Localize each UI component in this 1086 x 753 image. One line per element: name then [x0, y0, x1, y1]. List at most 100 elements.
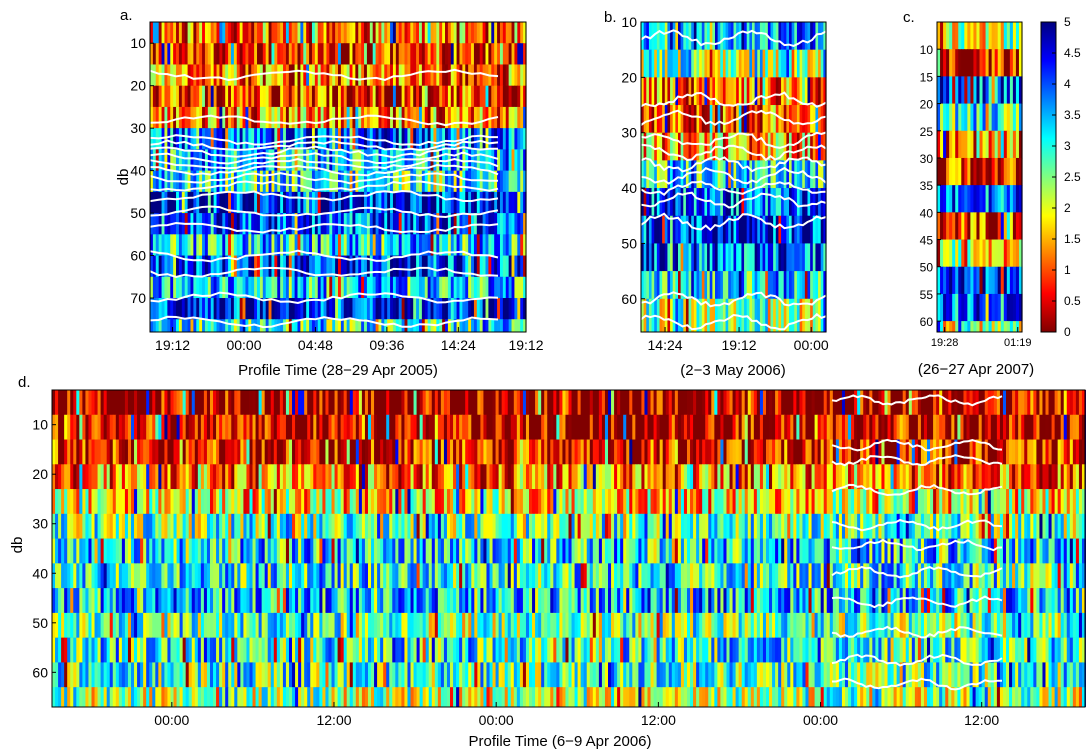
- heatmap-cell: [52, 489, 56, 515]
- heatmap-cell: [1009, 76, 1014, 104]
- heatmap-cell: [207, 234, 212, 256]
- heatmap-cell: [213, 85, 218, 108]
- heatmap-cell: [418, 85, 423, 108]
- heatmap-cell: [485, 106, 489, 129]
- heatmap-cell: [943, 49, 947, 77]
- heatmap-cell: [314, 128, 319, 150]
- heatmap-cell: [620, 489, 624, 515]
- heatmap-cell: [311, 213, 316, 235]
- heatmap-cell: [789, 243, 793, 272]
- heatmap-cell: [820, 390, 825, 416]
- heatmap-cell: [297, 106, 301, 129]
- heatmap-cell: [164, 128, 168, 150]
- heatmap-cell: [259, 64, 264, 86]
- heatmap-cell: [381, 234, 385, 256]
- heatmap-cell: [568, 439, 573, 465]
- heatmap-cell: [712, 77, 716, 106]
- heatmap-cell: [187, 276, 192, 299]
- heatmap-cell: [167, 390, 172, 416]
- heatmap-cell: [213, 439, 217, 465]
- heatmap-cell: [164, 489, 169, 515]
- heatmap-cell: [829, 414, 834, 440]
- heatmap-cell: [491, 22, 495, 44]
- heatmap-cell: [219, 489, 223, 515]
- heatmap-cell: [413, 255, 417, 278]
- heatmap-cell: [952, 212, 956, 240]
- heatmap-cell: [380, 464, 384, 490]
- heatmap-cell: [988, 103, 993, 132]
- heatmap-cell: [973, 212, 978, 240]
- heatmap-cell: [398, 43, 403, 65]
- heatmap-cell: [167, 439, 172, 465]
- heatmap-cell: [693, 439, 697, 465]
- heatmap-cell: [161, 390, 166, 416]
- heatmap-cell: [431, 390, 436, 416]
- heatmap-cell: [392, 414, 396, 440]
- heatmap-cell: [691, 160, 695, 189]
- heatmap-cell: [937, 76, 941, 104]
- heatmap-cell: [954, 464, 958, 490]
- heatmap-cell: [671, 464, 676, 490]
- heatmap-cell: [332, 22, 336, 44]
- heatmap-cell: [680, 489, 685, 515]
- heatmap-cell: [274, 43, 278, 65]
- heatmap-cell: [248, 149, 252, 171]
- heatmap-cell: [967, 157, 971, 186]
- heatmap-cell: [343, 43, 348, 65]
- heatmap-cell: [778, 160, 782, 189]
- heatmap-cell: [413, 439, 418, 465]
- heatmap-cell: [170, 106, 174, 129]
- heatmap-cell: [820, 243, 824, 272]
- heatmap-cell: [310, 489, 314, 515]
- heatmap-cell: [1066, 464, 1071, 490]
- heatmap-cell: [358, 128, 362, 150]
- heatmap-cell: [378, 255, 382, 278]
- heatmap-cell: [170, 255, 174, 278]
- heatmap-cell: [459, 213, 463, 235]
- y-tick-label: 35: [920, 179, 934, 193]
- heatmap-cell: [439, 276, 443, 299]
- heatmap-cell: [270, 439, 275, 465]
- heatmap-cell: [184, 22, 189, 44]
- heatmap-cell: [274, 276, 278, 299]
- heatmap-cell: [791, 243, 795, 272]
- heatmap-cell: [890, 390, 895, 416]
- contour-line: [149, 157, 499, 170]
- heatmap-cell: [708, 464, 712, 490]
- heatmap-cell: [124, 464, 129, 490]
- heatmap-cell: [957, 414, 962, 440]
- panel-a-heatmap: [150, 22, 527, 333]
- heatmap-cell: [453, 128, 458, 150]
- heatmap-cell: [442, 43, 446, 65]
- heatmap-cell: [257, 255, 261, 278]
- heatmap-cell: [717, 439, 722, 465]
- heatmap-cell: [390, 191, 394, 214]
- heatmap-cell: [1015, 293, 1020, 322]
- heatmap-cell: [285, 85, 290, 108]
- heatmap-cell: [945, 414, 949, 440]
- heatmap-cell: [294, 170, 299, 193]
- heatmap-cell: [184, 43, 189, 65]
- heatmap-cell: [620, 414, 624, 440]
- heatmap-cell: [274, 64, 278, 86]
- heatmap-cell: [488, 43, 492, 65]
- heatmap-cell: [952, 239, 956, 268]
- heatmap-cell: [155, 64, 160, 86]
- heatmap-cell: [317, 64, 322, 86]
- heatmap-cell: [970, 185, 975, 213]
- heatmap-cell: [343, 234, 348, 256]
- heatmap-cell: [693, 22, 698, 50]
- heatmap-cell: [352, 489, 357, 515]
- heatmap-cell: [937, 212, 941, 240]
- heatmap-cell: [970, 103, 975, 132]
- heatmap-cell: [288, 85, 293, 108]
- heatmap-cell: [216, 489, 220, 515]
- heatmap-cell: [94, 439, 99, 465]
- heatmap-cell: [848, 414, 852, 440]
- heatmap-cell: [715, 105, 719, 134]
- heatmap-cell: [204, 22, 209, 44]
- heatmap-cell: [712, 22, 716, 50]
- heatmap-cell: [662, 243, 666, 272]
- heatmap-cell: [1000, 321, 1005, 333]
- heatmap-cell: [759, 215, 764, 244]
